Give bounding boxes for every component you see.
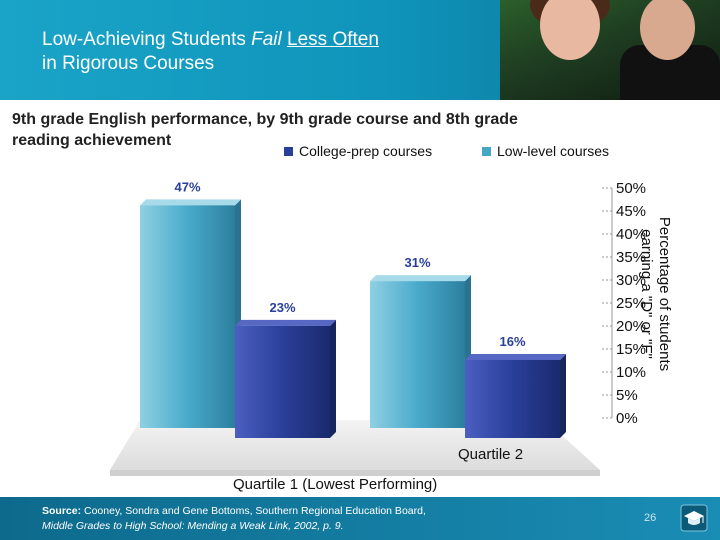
chart-floor-edge [110,470,600,476]
bar-side [465,275,471,428]
graduation-cap-icon [680,504,708,532]
legend-item-college-prep: College-prep courses [284,143,432,159]
page-number: 26 [644,512,657,524]
data-label: 23% [269,300,295,315]
bar [235,325,330,438]
y-axis-label-line1: Percentage of students [656,216,673,372]
legend-swatch-college-prep [284,147,293,156]
bar-side [560,353,566,438]
title-text-fail: Fail [251,29,282,50]
chart-floor [110,420,600,470]
bar [370,281,465,428]
y-tick-label: 50% [616,180,646,197]
legend-label-low-level: Low-level courses [497,143,610,159]
y-axis-label-line2: earning a "D" or "F" [638,229,655,359]
source-citation: Source: Cooney, Sondra and Gene Bottoms,… [42,504,426,534]
data-label: 31% [404,255,430,270]
y-tick-label: 0% [616,410,638,427]
graduates-photo [500,0,720,100]
bar-top [370,275,471,282]
data-label: 47% [174,179,200,194]
legend-swatch-low-level [482,147,491,156]
title-text-pre: Low-Achieving Students [42,29,252,50]
bar-top [140,199,241,206]
legend-label-college-prep: College-prep courses [299,143,433,159]
source-text: Cooney, Sondra and Gene Bottoms, Souther… [81,505,426,517]
bar-side [330,319,336,438]
y-tick-label: 5% [616,387,638,404]
legend-item-low-level: Low-level courses [482,143,609,159]
bar-side [235,199,241,428]
bar [465,359,560,438]
x-category-label: Quartile 1 (Lowest Performing) [233,476,437,493]
slide-title: Low-Achieving Students Fail Less Often i… [42,28,379,76]
data-label: 16% [499,334,525,349]
title-text-less-often: Less Often [287,29,379,50]
slide-footer [0,497,720,540]
bar-top [465,353,566,360]
bar [140,205,235,428]
x-category-label: Quartile 2 [458,446,523,463]
chart-subtitle: 9th grade English performance, by 9th gr… [12,111,518,149]
source-label: Source: [42,505,82,517]
source-line2: Middle Grades to High School: Mending a … [42,520,344,532]
bar-top [235,319,336,326]
title-text-line2: in Rigorous Courses [42,53,215,74]
